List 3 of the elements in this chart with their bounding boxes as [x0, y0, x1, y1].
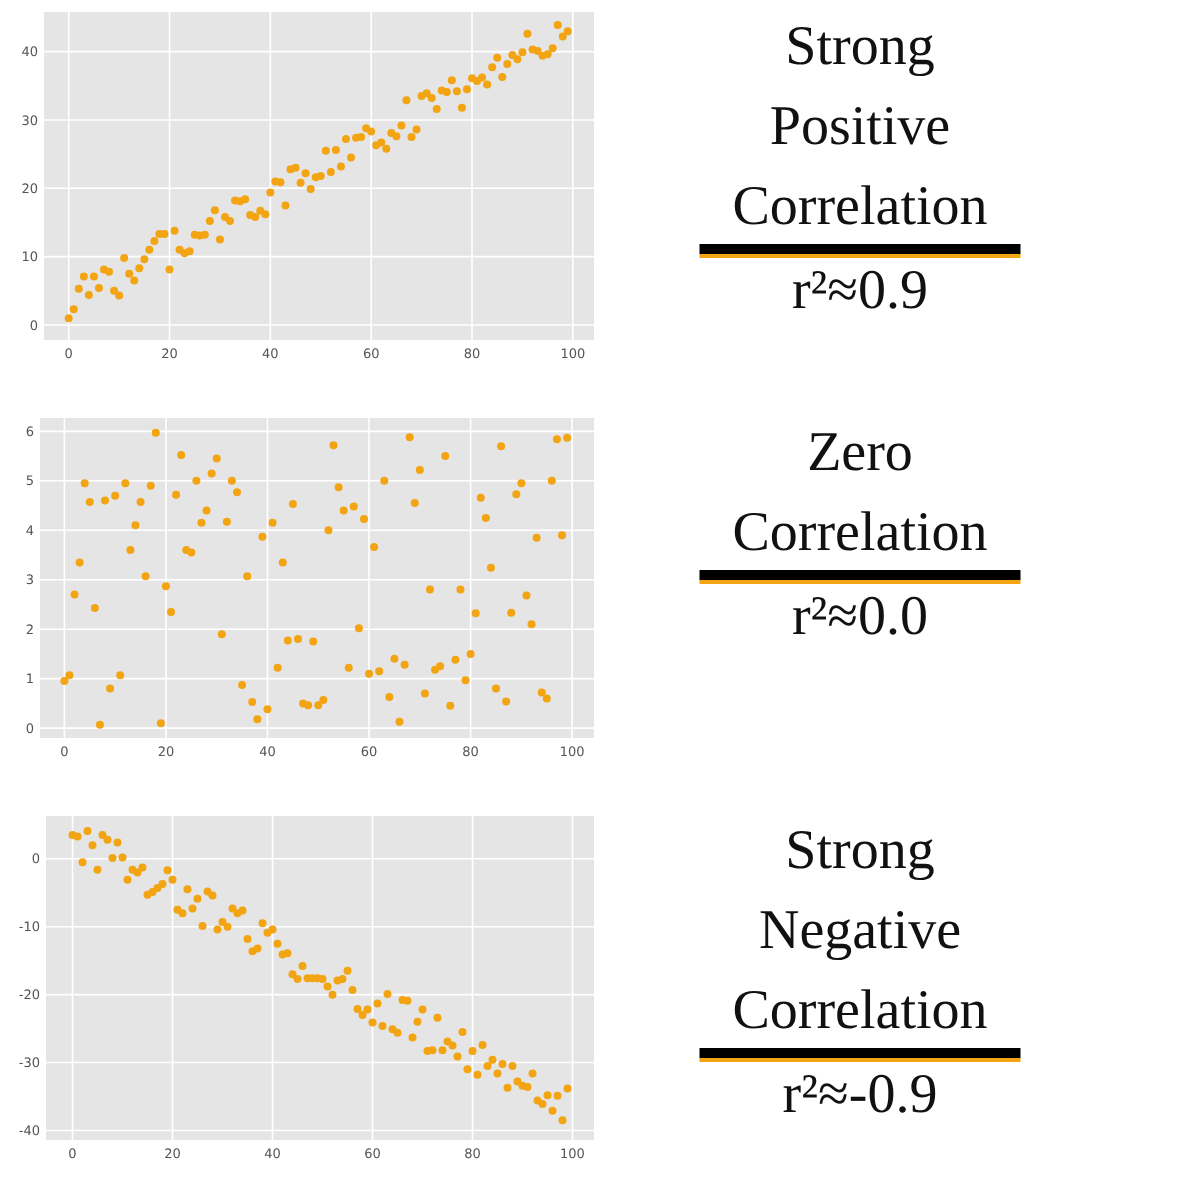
text: r²≈0.0: [791, 586, 929, 648]
text: r²≈0.9: [791, 260, 929, 322]
text: r²≈-0.9: [782, 1064, 938, 1126]
